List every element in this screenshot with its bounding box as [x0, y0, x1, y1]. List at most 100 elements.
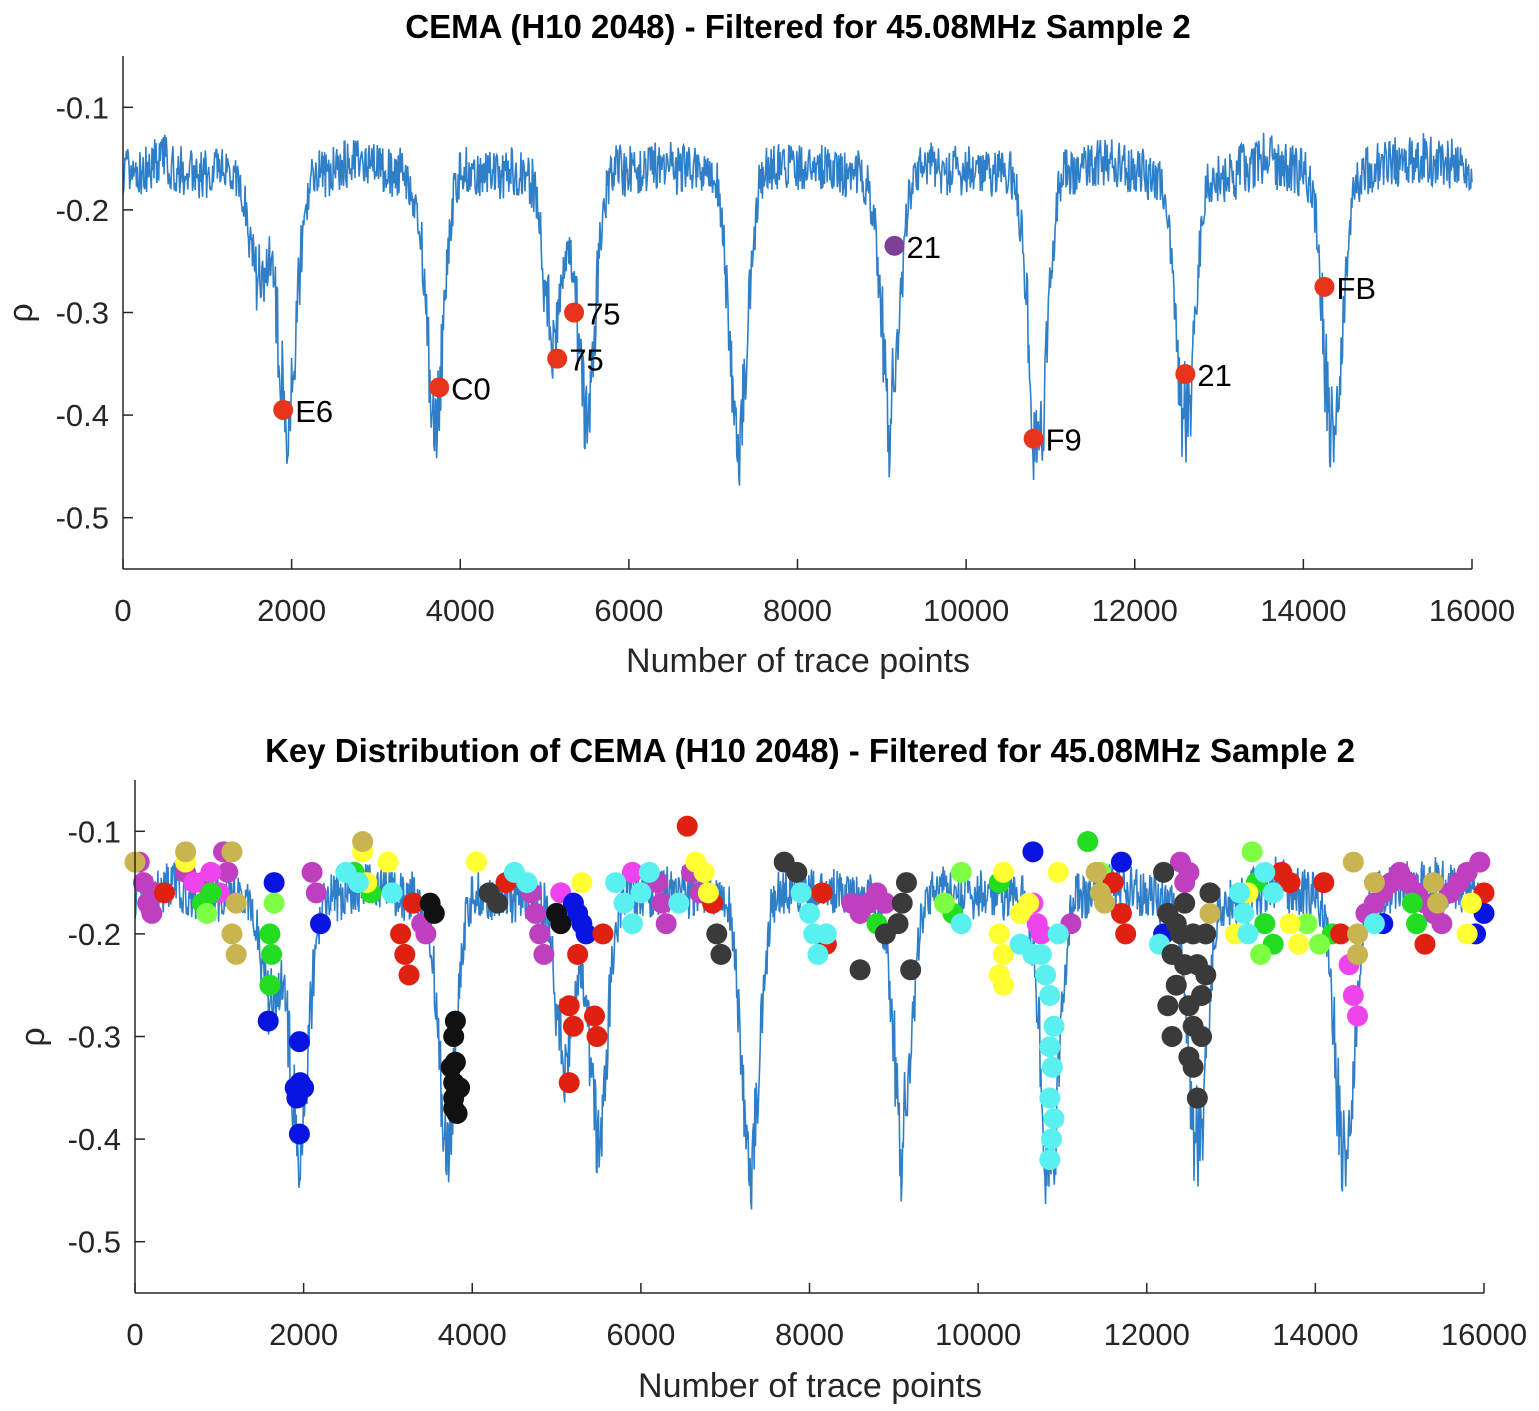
key-point [1186, 954, 1208, 976]
x-tick-label: 0 [126, 1317, 143, 1352]
x-tick-label: 14000 [1260, 593, 1346, 628]
key-point [1401, 892, 1423, 914]
y-tick-label: -0.2 [68, 917, 121, 952]
key-point [305, 882, 327, 904]
x-tick-label: 2000 [257, 593, 326, 628]
key-point [175, 841, 197, 863]
key-point [293, 1077, 315, 1099]
key-point [874, 892, 896, 914]
key-point [807, 943, 829, 965]
key-point [1347, 923, 1369, 945]
key-point [950, 913, 972, 935]
key-point [1040, 1128, 1062, 1150]
key-point [1363, 913, 1385, 935]
annotation-label: E6 [295, 394, 333, 429]
key-point [710, 943, 732, 965]
y-tick-label: -0.1 [68, 814, 121, 849]
y-tick-label: -0.5 [56, 501, 109, 536]
key-point [1018, 892, 1040, 914]
y-tick-label: -0.4 [56, 398, 109, 433]
x-tick-label: 0 [114, 593, 131, 628]
annotation-marker [547, 348, 568, 369]
key-point [196, 902, 218, 924]
annotation-marker [1314, 276, 1335, 297]
key-point [221, 841, 243, 863]
key-point [550, 913, 572, 935]
key-point [799, 902, 820, 924]
key-point [309, 913, 331, 935]
x-tick-label: 4000 [426, 593, 495, 628]
key-point [613, 892, 635, 914]
annotation-marker [1023, 428, 1044, 449]
key-point [394, 943, 416, 965]
key-point [1077, 831, 1099, 853]
key-point [1279, 872, 1301, 894]
key-point [621, 861, 643, 883]
key-point [575, 923, 597, 945]
key-point [1460, 892, 1482, 914]
key-point [1041, 1056, 1063, 1078]
key-point [1047, 923, 1069, 945]
key-point [1347, 943, 1369, 965]
key-point [390, 923, 412, 945]
key-point [1039, 1087, 1061, 1109]
key-point [1110, 902, 1132, 924]
key-point [217, 861, 239, 883]
top-chart-trace [122, 132, 1473, 486]
top-chart-ylabel: ρ [2, 303, 40, 322]
key-point [1330, 923, 1352, 945]
key-point [651, 892, 673, 914]
annotation-marker [429, 377, 450, 398]
annotation-label: F9 [1046, 423, 1082, 458]
bottom-chart-title: Key Distribution of CEMA (H10 2048) - Fi… [265, 732, 1355, 769]
key-point [221, 923, 243, 945]
key-point [288, 1123, 310, 1145]
key-point [415, 923, 437, 945]
top-chart: CEMA (H10 2048) - Filtered for 45.08MHz … [2, 8, 1515, 680]
key-point [183, 872, 205, 894]
key-point [1342, 851, 1364, 873]
annotation-marker [564, 302, 585, 323]
key-point [465, 851, 487, 873]
key-point [1199, 882, 1221, 904]
key-point [638, 861, 660, 883]
key-point [444, 1051, 466, 1073]
key-point [1094, 892, 1116, 914]
key-point [1186, 1087, 1208, 1109]
key-point [1174, 892, 1196, 914]
key-point [1110, 851, 1132, 873]
key-point [992, 861, 1014, 883]
y-tick-label: -0.3 [56, 296, 109, 331]
key-point [1043, 1108, 1065, 1130]
key-point [558, 1072, 580, 1094]
key-point [1009, 933, 1031, 955]
key-point [200, 861, 222, 883]
key-point [259, 974, 281, 996]
key-point [263, 872, 285, 894]
key-point [1115, 923, 1137, 945]
key-point [1165, 913, 1187, 935]
key-point [592, 923, 614, 945]
annotation-marker [884, 235, 905, 256]
trace-line [122, 132, 1473, 486]
key-point [257, 1010, 279, 1032]
key-point [141, 902, 163, 924]
key-point [562, 1015, 584, 1037]
key-point [988, 923, 1010, 945]
key-point [259, 923, 281, 945]
key-point [1313, 872, 1335, 894]
key-point [200, 882, 222, 904]
key-point [1153, 861, 1175, 883]
key-point [1178, 861, 1200, 883]
key-point [288, 1031, 310, 1053]
key-point [1347, 1005, 1369, 1027]
key-point [402, 892, 424, 914]
key-point [1157, 995, 1179, 1017]
key-point [1363, 872, 1385, 894]
key-point [1039, 984, 1061, 1006]
key-point [487, 892, 509, 914]
y-tick-label: -0.2 [56, 193, 109, 228]
key-point [895, 872, 917, 894]
top-chart-xlabel: Number of trace points [626, 642, 970, 680]
